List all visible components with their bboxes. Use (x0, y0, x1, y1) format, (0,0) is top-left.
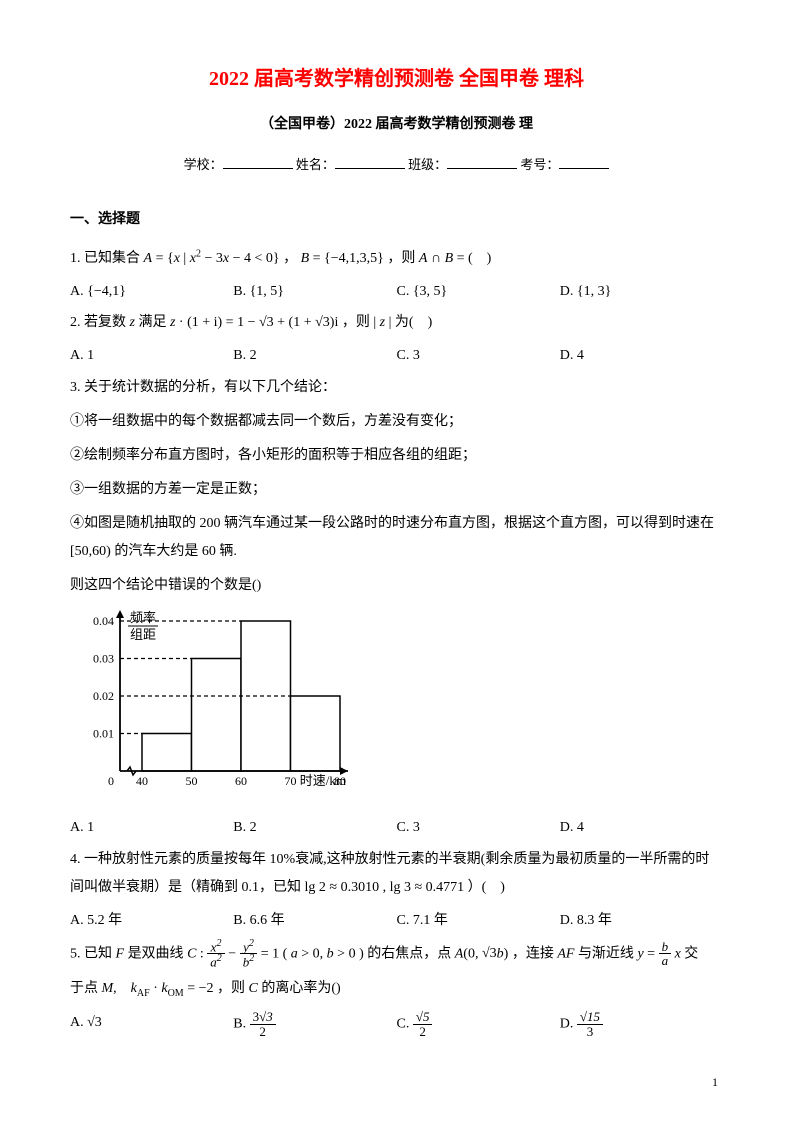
page-number: 1 (712, 1071, 718, 1094)
q2-opt-a: A. 1 (70, 343, 233, 370)
q1-opt-d: D. {1, 3} (560, 279, 723, 306)
question-5-line1: 5. 已知 F 是双曲线 C : x2a2 − y2b2 = 1 ( a > 0… (70, 939, 723, 970)
q3-line5: 则这四个结论中错误的个数是() (70, 572, 723, 600)
q3-line3: ③一组数据的方差一定是正数； (70, 476, 723, 504)
svg-text:0: 0 (108, 774, 114, 788)
q3-opt-d: D. 4 (560, 815, 723, 842)
svg-text:70: 70 (285, 774, 297, 788)
q1-opt-b: B. {1, 5} (233, 279, 396, 306)
svg-text:0.03: 0.03 (93, 651, 114, 665)
question-1: 1. 已知集合 A = {x | x2 − 3x − 4 < 0} ， B = … (70, 244, 723, 273)
id-label: 考号： (520, 157, 559, 172)
svg-text:0.02: 0.02 (93, 689, 114, 703)
svg-text:50: 50 (186, 774, 198, 788)
school-blank[interactable] (223, 155, 293, 169)
id-blank[interactable] (559, 155, 609, 169)
q2-opt-d: D. 4 (560, 343, 723, 370)
q3-line4: ④如图是随机抽取的 200 辆汽车通过某一段公路时的时速分布直方图，根据这个直方… (70, 510, 723, 566)
q3-opt-c: C. 3 (397, 815, 560, 842)
q1-opt-a: A. {−4,1} (70, 279, 233, 306)
class-blank[interactable] (447, 155, 517, 169)
q1-options: A. {−4,1} B. {1, 5} C. {3, 5} D. {1, 3} (70, 279, 723, 306)
school-label: 学校： (184, 157, 223, 172)
question-5-line2: 于点 M, kAF · kOM = −2 ，则 C 的离心率为() (70, 975, 723, 1004)
q5-opt-a: A. √3 (70, 1010, 233, 1038)
q5-options: A. √3 B. 3√32 C. √52 D. √153 (70, 1010, 723, 1038)
question-4: 4. 一种放射性元素的质量按每年 10%衰减,这种放射性元素的半衰期(剩余质量为… (70, 846, 723, 902)
q4-opt-c: C. 7.1 年 (397, 908, 560, 935)
q5-opt-d: D. √153 (560, 1010, 723, 1038)
q3-opt-b: B. 2 (233, 815, 396, 842)
q1-stem: 1. 已知集合 A = {x | x2 − 3x − 4 < 0} ， B = … (70, 251, 491, 266)
name-blank[interactable] (335, 155, 405, 169)
q5-opt-b: B. 3√32 (233, 1010, 396, 1038)
q3-line1: ①将一组数据中的每个数据都减去同一个数后，方差没有变化； (70, 408, 723, 436)
q4-opt-d: D. 8.3 年 (560, 908, 723, 935)
sub-title: （全国甲卷）2022 届高考数学精创预测卷 理 (70, 112, 723, 139)
q2-opt-c: C. 3 (397, 343, 560, 370)
q5-opt-c: C. √52 (397, 1010, 560, 1038)
svg-text:组距: 组距 (130, 627, 156, 642)
svg-text:60: 60 (235, 774, 247, 788)
section-1-heading: 一、选择题 (70, 207, 723, 234)
q2-opt-b: B. 2 (233, 343, 396, 370)
info-line: 学校： 姓名： 班级： 考号： (70, 153, 723, 178)
svg-text:0.01: 0.01 (93, 726, 114, 740)
main-title: 2022 届高考数学精创预测卷 全国甲卷 理科 (70, 60, 723, 98)
q4-opt-b: B. 6.6 年 (233, 908, 396, 935)
question-2: 2. 若复数 z 满足 z · (1 + i) = 1 − √3 + (1 + … (70, 309, 723, 337)
svg-text:0.04: 0.04 (93, 614, 114, 628)
q3-opt-a: A. 1 (70, 815, 233, 842)
q3-histogram: 0.010.020.030.0404050607080频率组距时速/km (70, 606, 723, 812)
class-label: 班级： (408, 157, 447, 172)
q1-opt-c: C. {3, 5} (397, 279, 560, 306)
svg-text:频率: 频率 (130, 610, 156, 625)
q4-opt-a: A. 5.2 年 (70, 908, 233, 935)
name-label: 姓名： (296, 157, 335, 172)
svg-text:时速/km: 时速/km (300, 773, 346, 788)
question-3-stem: 3. 关于统计数据的分析，有以下几个结论： (70, 374, 723, 402)
q3-options: A. 1 B. 2 C. 3 D. 4 (70, 815, 723, 842)
svg-text:40: 40 (136, 774, 148, 788)
q4-options: A. 5.2 年 B. 6.6 年 C. 7.1 年 D. 8.3 年 (70, 908, 723, 935)
q2-options: A. 1 B. 2 C. 3 D. 4 (70, 343, 723, 370)
q3-line2: ②绘制频率分布直方图时，各小矩形的面积等于相应各组的组距； (70, 442, 723, 470)
